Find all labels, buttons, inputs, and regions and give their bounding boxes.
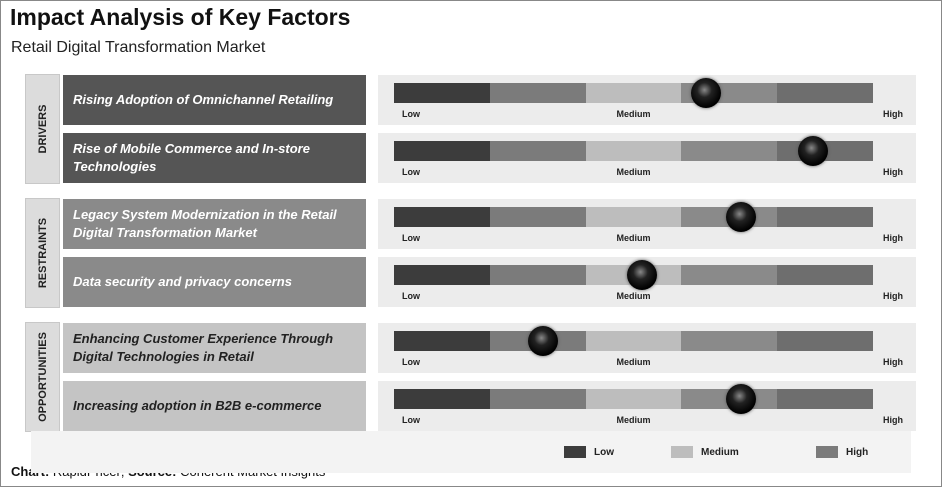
scale-label: Medium	[616, 109, 651, 119]
scale-label: High	[883, 291, 903, 301]
legend-label: Medium	[701, 447, 739, 458]
scale-segment	[489, 389, 586, 409]
group-box: DRIVERS	[25, 74, 60, 184]
scale-segment	[394, 83, 490, 103]
scale-segment	[585, 389, 682, 409]
scale-segment	[681, 331, 778, 351]
group-box: OPPORTUNITIES	[25, 322, 60, 432]
scale-label: Medium	[616, 357, 651, 367]
scale-segment	[489, 207, 586, 227]
scale-segment	[585, 331, 682, 351]
scale-segment	[394, 389, 490, 409]
scale-label: Low	[402, 357, 420, 367]
scale-segment	[777, 265, 873, 285]
legend-label: High	[846, 447, 869, 458]
impact-marker	[627, 260, 658, 290]
scale-segment	[777, 389, 873, 409]
scale-label: High	[883, 233, 903, 243]
group-label: DRIVERS	[36, 104, 49, 154]
impact-marker	[797, 136, 828, 166]
scale-segment	[777, 83, 873, 103]
impact-marker	[691, 78, 722, 108]
chart-subtitle: Retail Digital Transformation Market	[11, 39, 266, 56]
scale-segment	[681, 141, 778, 161]
scale-segment	[394, 207, 490, 227]
legend-swatch	[564, 446, 586, 458]
impact-marker	[725, 384, 756, 414]
chart-title: Impact Analysis of Key Factors	[10, 4, 351, 30]
group-box: RESTRAINTS	[25, 198, 60, 308]
scale-label: Low	[402, 291, 420, 301]
scale-segment	[489, 83, 586, 103]
scale-segment	[585, 207, 682, 227]
scale-segment	[489, 141, 586, 161]
scale-label: High	[883, 357, 903, 367]
scale-segment	[585, 141, 682, 161]
scale-label: High	[883, 109, 903, 119]
factor-label: Rise of Mobile Commerce and In-store Tec…	[63, 133, 366, 183]
scale-segment	[394, 141, 490, 161]
legend-swatch	[671, 446, 693, 458]
scale-label: Medium	[616, 167, 651, 177]
factor-label: Enhancing Customer Experience Through Di…	[63, 323, 366, 373]
scale-label: Medium	[616, 415, 651, 425]
scale-segment	[394, 265, 490, 285]
scale-segment	[777, 207, 873, 227]
legend	[31, 431, 911, 473]
scale-label: Low	[402, 167, 420, 177]
impact-marker	[725, 202, 756, 232]
scale-label: Low	[402, 233, 420, 243]
scale-label: Medium	[616, 233, 651, 243]
legend-label: Low	[594, 447, 614, 458]
factor-label: Legacy System Modernization in the Retai…	[63, 199, 366, 249]
factor-label: Rising Adoption of Omnichannel Retailing	[63, 75, 366, 125]
factor-label: Data security and privacy concerns	[63, 257, 366, 307]
scale-label: High	[883, 415, 903, 425]
scale-segment	[777, 331, 873, 351]
scale-segment	[489, 265, 586, 285]
factor-label: Increasing adoption in B2B e-commerce	[63, 381, 366, 431]
scale-label: Low	[402, 415, 420, 425]
scale-label: High	[883, 167, 903, 177]
scale-segment	[394, 331, 490, 351]
group-label: RESTRAINTS	[36, 217, 49, 289]
legend-swatch	[816, 446, 838, 458]
group-label: OPPORTUNITIES	[36, 332, 49, 422]
scale-label: Low	[402, 109, 420, 119]
scale-label: Medium	[616, 291, 651, 301]
scale-segment	[681, 265, 778, 285]
scale-segment	[585, 83, 682, 103]
impact-marker	[528, 326, 559, 356]
